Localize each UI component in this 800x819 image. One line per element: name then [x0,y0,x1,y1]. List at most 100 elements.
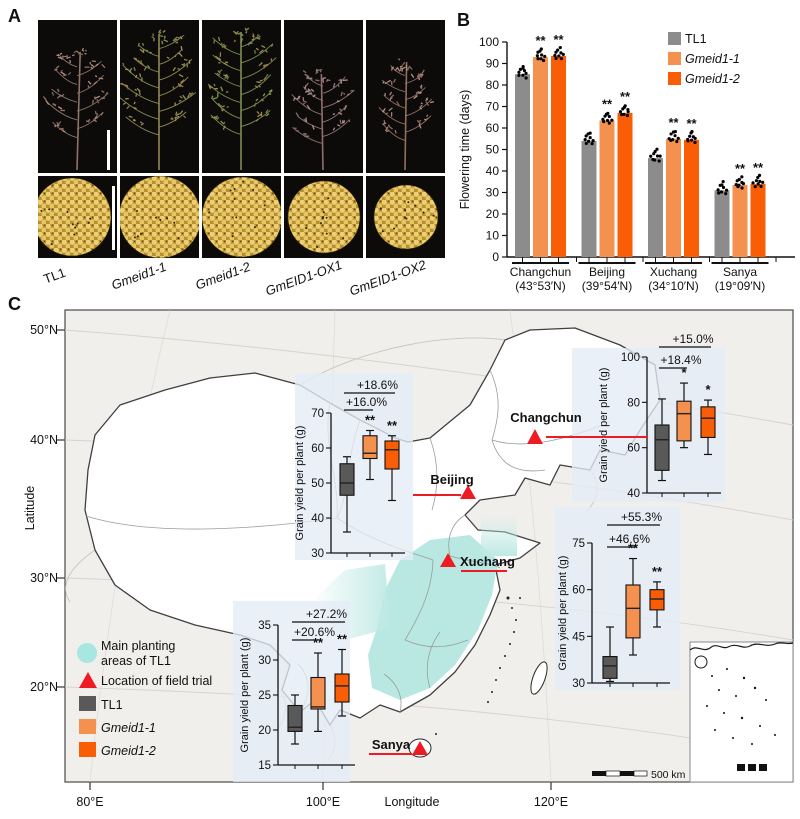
plant-foliage [61,55,65,61]
plant-foliage [261,45,266,49]
plant-foliage [180,45,183,51]
plant-branch [158,76,189,97]
plant-foliage [307,88,312,92]
plant-foliage [310,88,315,92]
data-point [716,188,720,192]
group-label-city: Beijing [589,265,625,279]
plant-foliage [67,71,72,76]
plant-foliage [158,31,162,36]
data-point [655,147,659,151]
plant-foliage [270,43,274,47]
plant-foliage [217,102,221,106]
bar-TL1-Beijing [581,140,597,257]
significance-stars: ** [620,89,631,104]
plant-foliage [223,74,229,77]
plant-foliage [415,90,420,95]
data-point [524,71,528,75]
plant-foliage [222,45,227,48]
longitude-axis-label: Longitude [385,795,440,809]
city-label-xuchang: Xuchang [460,554,515,569]
y-tick-label: 50 [311,478,324,490]
plant-foliage [240,38,244,44]
plant-foliage [388,107,393,112]
data-point [558,45,562,50]
plant-foliage [425,101,430,106]
data-point [741,181,746,186]
comparison-label: +18.4% [660,353,701,367]
box-Gmeid1-2 [384,440,400,470]
plant-foliage [94,115,98,120]
plant-foliage [259,49,264,54]
plant-foliage [94,96,96,100]
plant-foliage [339,119,342,125]
inset-background [233,601,350,782]
plant-foliage [345,104,347,108]
lat-tick-50: 50°N [30,323,58,337]
genotype-label-tl1: TL1 [41,264,68,287]
flowering-time-bar-chart: 0 10 20 30 40 50 60 70 80 90 100 Flowering time (da… [458,32,795,293]
plant-foliage [218,69,223,73]
plant-foliage [402,61,406,66]
seed-pile [373,184,439,250]
seed-speck [325,216,328,219]
seed-speck [76,222,79,225]
y-tick-label: 45 [572,631,585,643]
data-point [756,175,760,180]
plant-foliage [101,90,105,94]
plant-foliage [253,102,257,107]
bar-TL1-Changchun [515,74,530,257]
y-tick-label: 100 [479,35,499,49]
plant-foliage [81,49,85,52]
plant-foliage [128,115,133,119]
seed-speck [242,180,245,183]
legend-label-tl1: TL1 [101,698,123,712]
plant-foliage [304,90,310,93]
lon-tick-80: 80°E [76,795,103,809]
plant-foliage [332,113,336,116]
plant-branch [214,72,242,88]
y-tick-label: 60 [486,121,500,135]
plant-branch [158,34,185,50]
data-point [724,188,729,192]
y-tick-label: 30 [258,655,271,667]
taiwan-island [530,661,548,695]
plant-foliage [396,101,400,106]
plant-branch [322,119,350,137]
plant-foliage [93,81,98,85]
plant-foliage [123,84,128,87]
y-tick-label: 20 [258,725,271,737]
seed-speck [321,217,324,220]
bar-Gmeid1-2-Changchun [551,55,566,257]
bar-Gmeid1-1-Sanya [732,184,748,257]
significance-stars: ** [668,115,679,130]
plant-foliage [217,36,221,42]
lon-tick-100: 100°E [306,795,340,809]
data-point [689,138,694,142]
plant-foliage [399,65,404,68]
data-point [622,112,626,116]
data-point [591,139,595,143]
plant-foliage [92,118,98,123]
plant-foliage [302,100,307,103]
y-tick-label: 15 [258,760,271,772]
significance-stars: ** [652,564,663,579]
data-point [536,57,540,61]
plant-foliage [56,121,60,127]
plant-foliage [59,52,63,55]
plant-foliage [56,88,60,92]
data-point [669,132,673,136]
plant-foliage [126,85,129,90]
seed-speck [229,189,232,192]
data-point [602,120,606,124]
plant-foliage [62,130,66,133]
data-point [761,180,765,184]
plant-foliage [134,74,138,79]
box-Gmeid1-1 [310,676,326,710]
y-tick-label: 30 [311,548,324,560]
plant-foliage [263,76,267,81]
plant-foliage [133,57,138,60]
box-Gmeid1-2 [700,406,716,439]
seed-speck [322,211,325,214]
significance-stars: ** [387,418,398,433]
